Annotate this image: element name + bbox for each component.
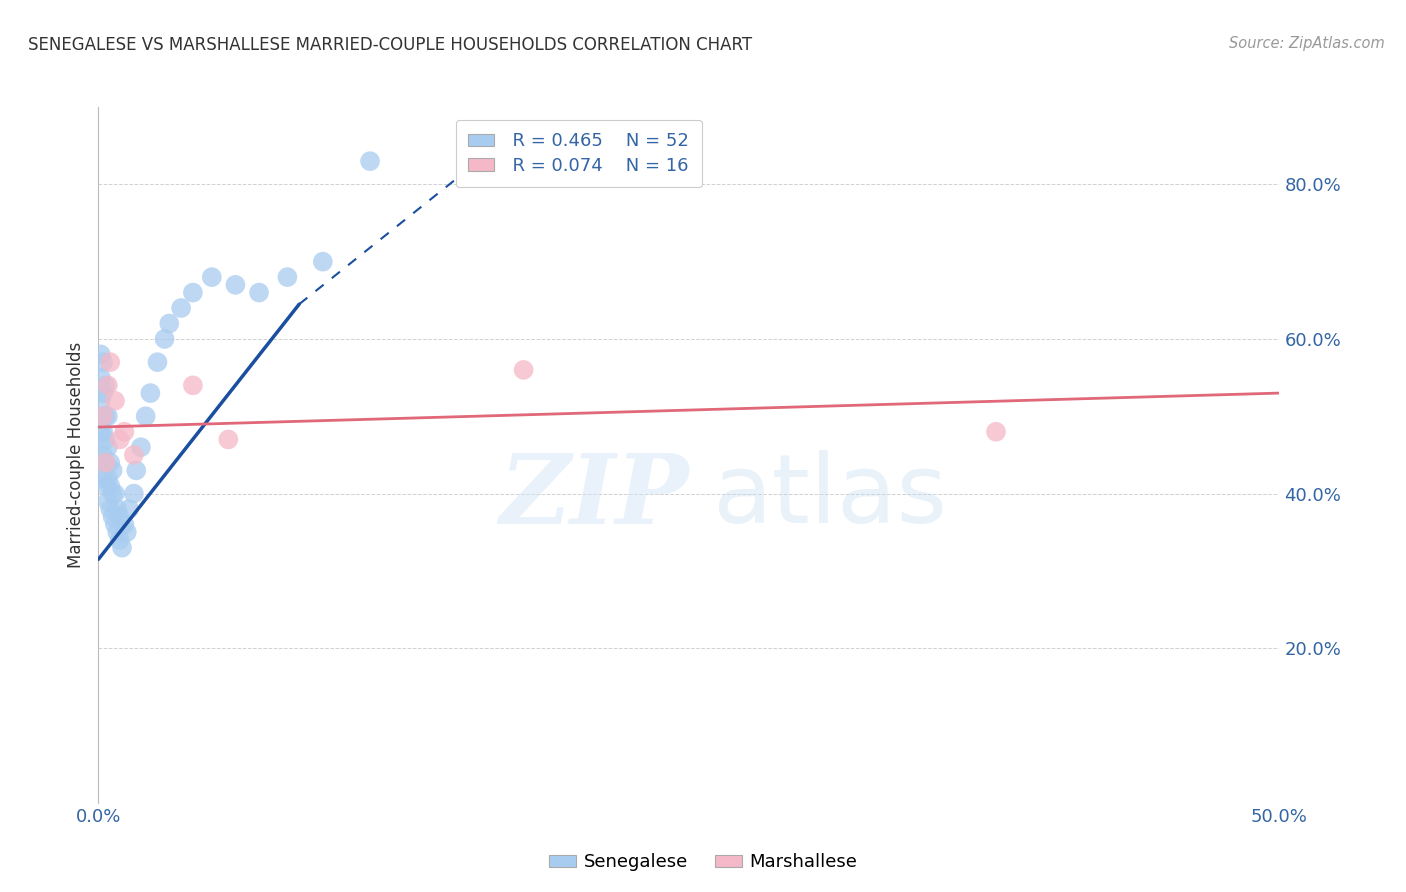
Point xyxy=(146,355,169,369)
Point xyxy=(94,409,117,424)
Point xyxy=(201,270,224,285)
Point xyxy=(104,393,127,408)
Point xyxy=(91,425,114,439)
Point xyxy=(118,502,141,516)
Point xyxy=(90,370,112,384)
Point xyxy=(97,494,120,508)
Point xyxy=(98,479,121,493)
Point xyxy=(170,301,193,315)
Point xyxy=(94,456,117,470)
Point xyxy=(90,393,112,408)
Point xyxy=(115,525,138,540)
Point xyxy=(101,509,124,524)
Point xyxy=(98,355,121,369)
Point xyxy=(129,440,152,454)
Point xyxy=(359,154,381,169)
Point xyxy=(94,378,117,392)
Point xyxy=(125,463,148,477)
Point xyxy=(112,425,135,439)
Point xyxy=(104,486,127,500)
Point xyxy=(91,409,114,424)
Point xyxy=(91,355,114,369)
Legend: Senegalese, Marshallese: Senegalese, Marshallese xyxy=(541,847,865,879)
Point xyxy=(104,517,127,532)
Point xyxy=(153,332,176,346)
Point xyxy=(97,378,120,392)
Point xyxy=(135,409,157,424)
Point xyxy=(91,448,114,462)
Point xyxy=(276,270,298,285)
Point xyxy=(97,440,120,454)
Point xyxy=(181,378,204,392)
Point xyxy=(217,433,239,447)
Point xyxy=(105,502,128,516)
Point xyxy=(139,386,162,401)
Point xyxy=(91,471,114,485)
Point xyxy=(122,486,145,500)
Point xyxy=(90,425,112,439)
Point xyxy=(108,509,131,524)
Point xyxy=(94,433,117,447)
Text: ZIP: ZIP xyxy=(499,450,689,543)
Point xyxy=(512,363,534,377)
Point xyxy=(101,463,124,477)
Point xyxy=(91,386,114,401)
Point xyxy=(94,456,117,470)
Point xyxy=(90,347,112,361)
Text: SENEGALESE VS MARSHALLESE MARRIED-COUPLE HOUSEHOLDS CORRELATION CHART: SENEGALESE VS MARSHALLESE MARRIED-COUPLE… xyxy=(28,36,752,54)
Point xyxy=(122,448,145,462)
Point xyxy=(91,409,114,424)
Point xyxy=(108,533,131,547)
Point xyxy=(90,456,112,470)
Text: Source: ZipAtlas.com: Source: ZipAtlas.com xyxy=(1229,36,1385,51)
Point xyxy=(312,254,335,268)
Point xyxy=(98,456,121,470)
Point xyxy=(111,541,134,555)
Point xyxy=(108,433,131,447)
Text: atlas: atlas xyxy=(713,450,948,543)
Point xyxy=(247,285,270,300)
Point xyxy=(181,285,204,300)
Legend:   R = 0.465    N = 52,   R = 0.074    N = 16: R = 0.465 N = 52, R = 0.074 N = 16 xyxy=(456,120,702,187)
Point xyxy=(97,409,120,424)
Point xyxy=(105,525,128,540)
Point xyxy=(97,471,120,485)
Y-axis label: Married-couple Households: Married-couple Households xyxy=(67,342,86,568)
Point xyxy=(224,277,246,292)
Point xyxy=(101,486,124,500)
Point xyxy=(98,502,121,516)
Point xyxy=(984,425,1007,439)
Point xyxy=(94,479,117,493)
Point xyxy=(157,317,180,331)
Point xyxy=(112,517,135,532)
